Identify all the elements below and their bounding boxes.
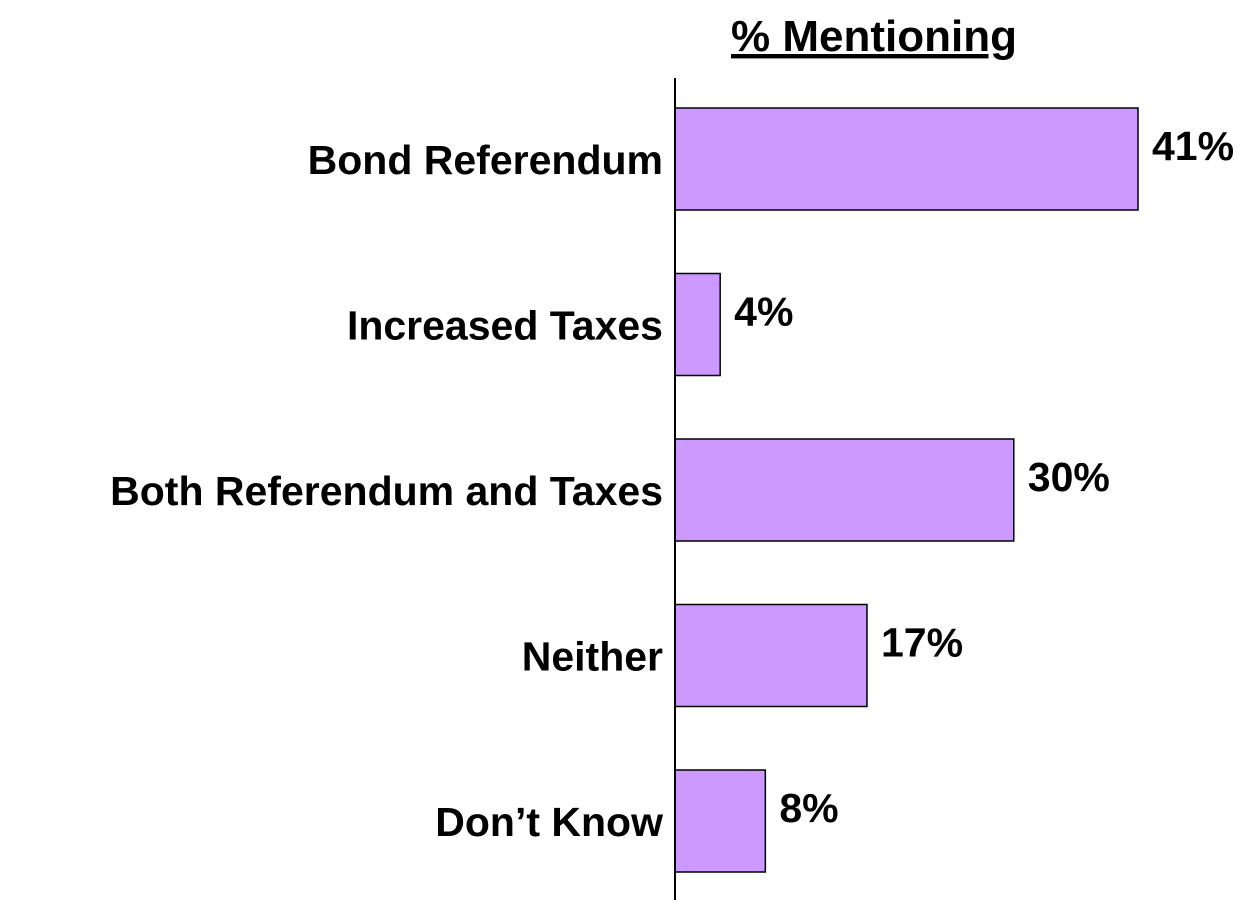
category-label: Don’t Know	[435, 799, 663, 845]
category-label: Both Referendum and Taxes	[110, 468, 663, 514]
value-label: 30%	[1028, 454, 1110, 500]
chart-title: % Mentioning	[731, 12, 1017, 61]
value-label: 4%	[734, 289, 793, 335]
category-label: Increased Taxes	[347, 303, 663, 349]
category-label: Neither	[522, 634, 663, 680]
bar	[674, 272, 721, 377]
bar	[674, 107, 1139, 211]
bar	[674, 438, 1015, 542]
value-label: 8%	[779, 785, 838, 831]
bars-layer: Bond Referendum 41% Increased Taxes 4% Both …	[110, 107, 1234, 873]
value-label: 17%	[881, 620, 963, 666]
category-label: Bond Referendum	[308, 137, 663, 183]
bar	[674, 769, 767, 873]
value-label: 41%	[1152, 123, 1234, 169]
bar	[674, 603, 868, 708]
